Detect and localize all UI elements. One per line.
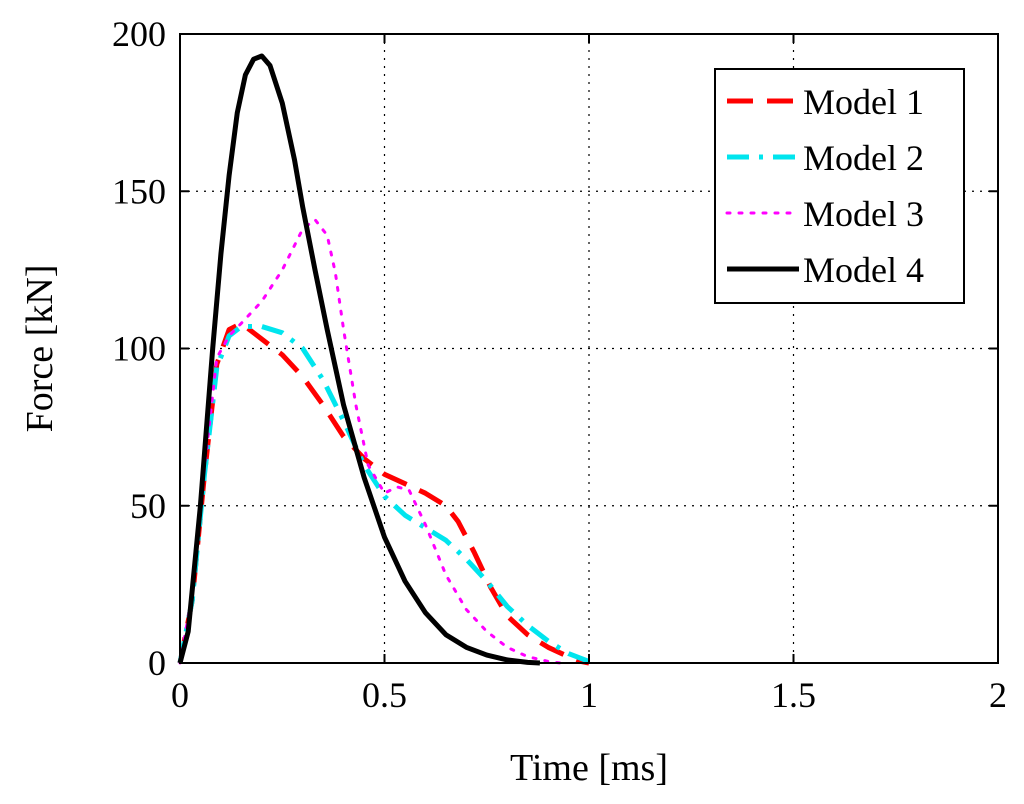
legend-label: Model 2 bbox=[803, 138, 924, 178]
x-tick-label: 1.5 bbox=[771, 675, 816, 715]
x-tick-label: 2 bbox=[989, 675, 1007, 715]
legend-label: Model 1 bbox=[803, 82, 924, 122]
y-tick-label: 0 bbox=[148, 643, 166, 683]
series-line-model-1 bbox=[177, 320, 590, 666]
x-tick-label: 0.5 bbox=[362, 675, 407, 715]
legend: Model 1 Model 2 Model 3 Model 4 bbox=[714, 68, 965, 304]
x-tick-label: 0 bbox=[171, 675, 189, 715]
series-line-model-2 bbox=[177, 324, 598, 666]
series-lines bbox=[177, 53, 598, 666]
series-line-model-3 bbox=[178, 218, 562, 665]
legend-label: Model 4 bbox=[803, 250, 924, 290]
y-tick-label: 50 bbox=[130, 486, 166, 526]
y-tick-label: 100 bbox=[112, 329, 166, 369]
series-line-model-4 bbox=[177, 53, 541, 666]
legend-label: Model 3 bbox=[803, 194, 924, 234]
axis-ticks: 0 0.5 1 1.5 2 0 50 100 150 200 bbox=[112, 14, 1007, 715]
x-tick-label: 1 bbox=[580, 675, 598, 715]
x-axis-label: Time [ms] bbox=[510, 747, 668, 789]
y-axis-label: Force [kN] bbox=[19, 265, 61, 433]
y-tick-label: 200 bbox=[112, 14, 166, 54]
legend-box bbox=[714, 68, 965, 304]
y-tick-label: 150 bbox=[112, 171, 166, 211]
